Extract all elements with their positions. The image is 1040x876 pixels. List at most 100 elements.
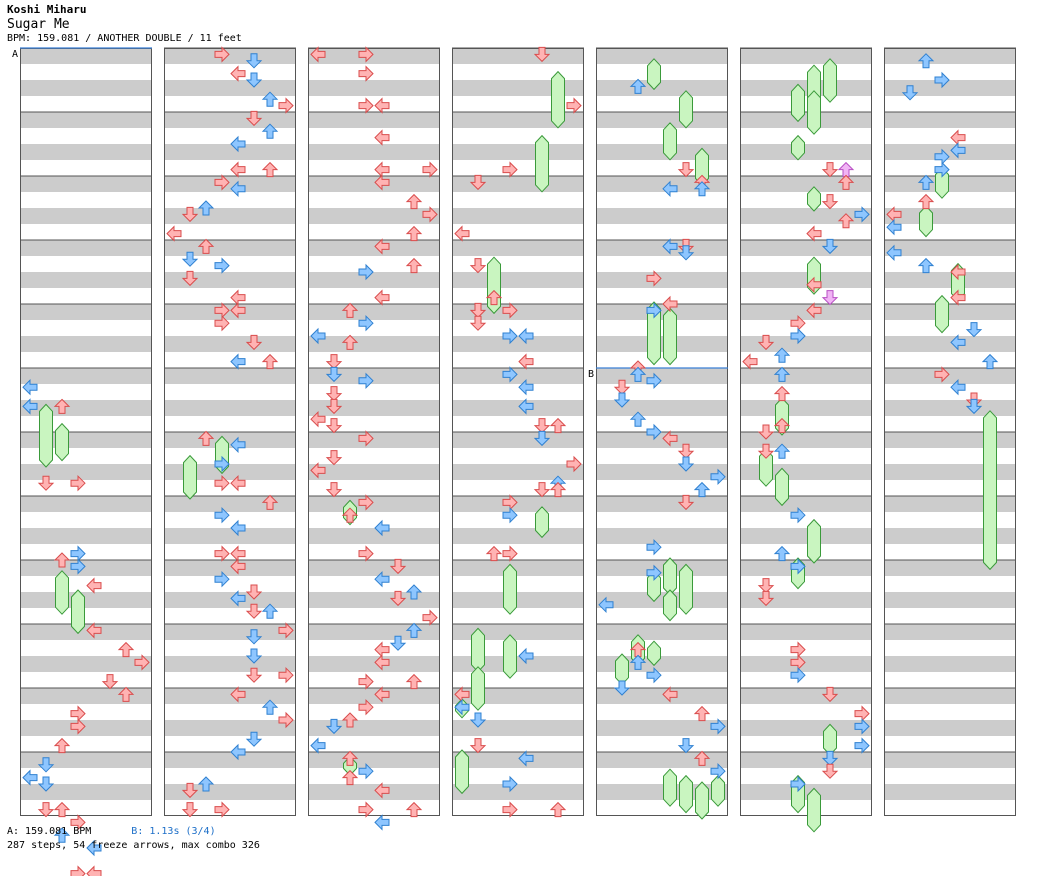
- step-arrow: [502, 161, 518, 178]
- step-arrow: [245, 603, 263, 619]
- freeze-arrow: [647, 58, 661, 91]
- beat-stripe: [884, 560, 1016, 576]
- chart-column: [740, 47, 872, 816]
- beat-stripe: [308, 336, 440, 352]
- step-arrow: [278, 666, 294, 684]
- step-arrow: [341, 334, 359, 350]
- step-arrow: [837, 213, 855, 229]
- step-arrow: [662, 180, 678, 198]
- step-arrow: [837, 174, 855, 190]
- step-arrow: [502, 775, 518, 793]
- step-arrow: [278, 97, 294, 114]
- step-arrow: [214, 506, 230, 524]
- step-arrow: [374, 686, 390, 703]
- freeze-arrow: [775, 467, 789, 507]
- beat-stripe: [884, 112, 1016, 128]
- beat-stripe: [164, 624, 296, 640]
- step-arrow: [965, 322, 983, 338]
- freeze-arrow: [503, 634, 517, 679]
- step-arrow: [662, 686, 678, 703]
- step-arrow: [646, 372, 662, 390]
- step-arrow: [917, 257, 935, 274]
- beat-stripe: [164, 752, 296, 768]
- beat-stripe: [596, 208, 728, 224]
- freeze-arrow: [503, 563, 517, 615]
- beat-stripe: [308, 176, 440, 192]
- step-arrow: [101, 674, 119, 690]
- step-arrow: [806, 302, 822, 319]
- beat-stripe: [164, 272, 296, 288]
- beat-stripe: [596, 592, 728, 608]
- step-arrow: [86, 865, 102, 876]
- beat-stripe: [308, 784, 440, 800]
- step-arrow: [854, 718, 870, 735]
- step-arrow: [310, 327, 326, 345]
- step-arrow: [693, 181, 711, 197]
- step-arrow: [566, 455, 582, 473]
- chart-column: [20, 47, 152, 816]
- step-arrow: [70, 865, 86, 876]
- step-arrow: [86, 577, 102, 594]
- step-arrow: [773, 366, 791, 382]
- step-arrow: [773, 545, 791, 562]
- freeze-arrow: [823, 58, 837, 103]
- step-arrow: [485, 289, 503, 306]
- freeze-arrow: [807, 186, 821, 212]
- step-arrow: [358, 801, 374, 818]
- beat-stripe: [452, 592, 584, 608]
- step-arrow: [405, 673, 423, 690]
- step-arrow: [374, 238, 390, 255]
- step-arrow: [533, 418, 551, 434]
- freeze-arrow: [983, 410, 997, 571]
- beat-stripe: [740, 432, 872, 448]
- beat-stripe: [884, 592, 1016, 608]
- beat-stripe: [884, 752, 1016, 768]
- step-arrow: [341, 712, 359, 728]
- step-arrow: [214, 257, 230, 274]
- step-arrow: [230, 686, 246, 703]
- column-border: [164, 48, 296, 816]
- step-arrow: [469, 174, 487, 191]
- step-arrow: [454, 225, 470, 242]
- step-arrow: [693, 750, 711, 766]
- column-border: [596, 48, 728, 816]
- step-arrow: [230, 289, 246, 306]
- step-arrow: [278, 711, 294, 729]
- beat-stripe: [884, 784, 1016, 800]
- step-arrow: [790, 775, 806, 793]
- beat-stripe: [884, 688, 1016, 704]
- beat-stripe: [308, 368, 440, 384]
- beat-stripe: [884, 240, 1016, 256]
- stop-legend: B: 1.13s (3/4): [131, 826, 216, 837]
- step-arrow: [598, 596, 614, 614]
- beat-stripe: [20, 784, 152, 800]
- beat-stripe: [596, 48, 728, 64]
- step-arrow: [374, 654, 390, 671]
- freeze-arrow: [679, 90, 693, 129]
- step-arrow: [22, 398, 38, 415]
- step-arrow: [790, 666, 806, 684]
- beat-stripe: [740, 144, 872, 160]
- beat-stripe: [740, 336, 872, 352]
- step-arrow: [533, 482, 551, 498]
- beat-stripe: [452, 368, 584, 384]
- step-arrow: [502, 801, 518, 818]
- step-arrow: [310, 737, 326, 754]
- step-arrow: [197, 238, 215, 254]
- step-arrow: [662, 295, 678, 313]
- freeze-arrow: [679, 563, 693, 615]
- step-arrow: [358, 65, 374, 82]
- step-arrow: [341, 302, 359, 318]
- step-arrow: [245, 648, 263, 664]
- freeze-arrow: [695, 147, 709, 187]
- step-arrow: [773, 385, 791, 402]
- step-arrow: [374, 174, 390, 191]
- beat-stripe: [596, 560, 728, 576]
- step-arrow: [374, 97, 390, 114]
- step-arrow: [261, 494, 279, 510]
- step-arrow: [358, 494, 374, 511]
- freeze-arrow: [791, 134, 805, 161]
- step-arrow: [230, 302, 246, 319]
- step-arrow: [197, 430, 215, 446]
- beat-stripe: [20, 176, 152, 192]
